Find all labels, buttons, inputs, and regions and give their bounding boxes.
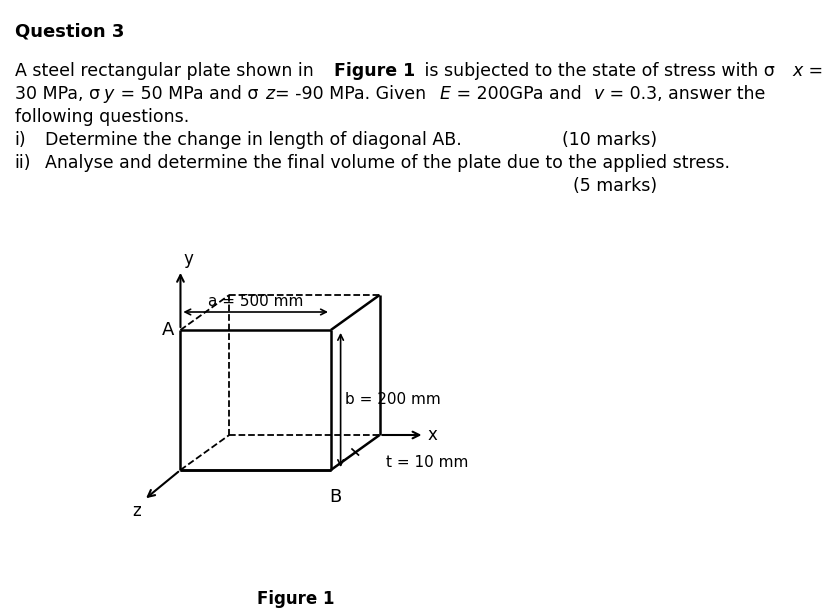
Text: (10 marks): (10 marks) (561, 131, 656, 149)
Text: x: x (427, 426, 437, 444)
Text: v: v (593, 85, 603, 103)
Text: z: z (265, 85, 274, 103)
Text: Question 3: Question 3 (15, 22, 124, 40)
Text: y: y (184, 250, 194, 268)
Text: E: E (439, 85, 450, 103)
Text: = 0.3, answer the: = 0.3, answer the (604, 85, 765, 103)
Text: = -90 MPa. Given: = -90 MPa. Given (274, 85, 431, 103)
Text: Analyse and determine the final volume of the plate due to the applied stress.: Analyse and determine the final volume o… (45, 154, 729, 172)
Text: is subjected to the state of stress with σ: is subjected to the state of stress with… (418, 62, 774, 80)
Text: Figure 1: Figure 1 (334, 62, 415, 80)
Text: A: A (161, 321, 174, 339)
Text: A steel rectangular plate shown in: A steel rectangular plate shown in (15, 62, 319, 80)
Text: 30 MPa, σ: 30 MPa, σ (15, 85, 99, 103)
Text: x: x (792, 62, 802, 80)
Text: a = 500 mm: a = 500 mm (207, 294, 302, 309)
Text: b = 200 mm: b = 200 mm (345, 392, 440, 408)
Text: Determine the change in length of diagonal AB.: Determine the change in length of diagon… (45, 131, 461, 149)
Text: Figure 1: Figure 1 (257, 590, 335, 608)
Text: y: y (104, 85, 114, 103)
Text: B: B (329, 488, 340, 506)
Text: = 50 MPa and σ: = 50 MPa and σ (114, 85, 258, 103)
Text: ii): ii) (15, 154, 31, 172)
Text: following questions.: following questions. (15, 108, 189, 126)
Text: = -: = - (802, 62, 828, 80)
Text: (5 marks): (5 marks) (572, 177, 656, 195)
Text: z: z (132, 502, 142, 520)
Text: i): i) (15, 131, 26, 149)
Text: t = 10 mm: t = 10 mm (386, 455, 468, 470)
Text: = 200GPa and: = 200GPa and (450, 85, 586, 103)
